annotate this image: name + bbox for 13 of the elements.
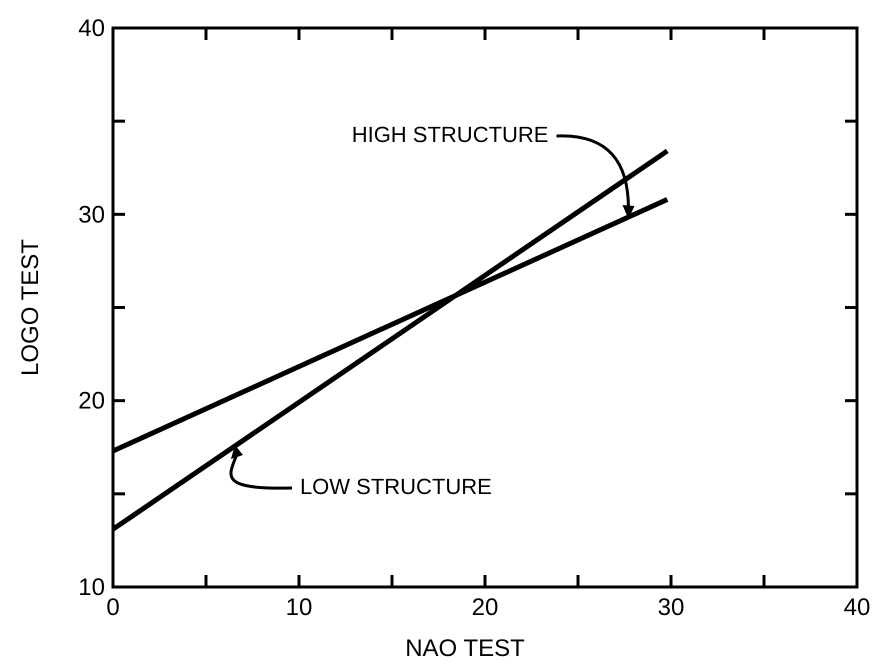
y-tick-label: 40 [78, 15, 105, 42]
x-tick-label: 40 [844, 594, 870, 621]
y-tick-label: 30 [78, 201, 105, 228]
x-tick-label: 30 [658, 594, 684, 621]
text: LOW STRUCTURE [300, 474, 492, 500]
y-axis-title: LOGO TEST [17, 238, 44, 376]
text: HIGH STRUCTURE [352, 122, 548, 148]
y-tick-label: 20 [78, 388, 105, 415]
x-tick-label: 0 [106, 594, 120, 621]
x-tick-label: 20 [472, 594, 498, 621]
y-tick-label: 10 [78, 574, 105, 601]
x-axis-title: NAO TEST [405, 635, 526, 662]
x-tick-label: 10 [286, 594, 312, 621]
